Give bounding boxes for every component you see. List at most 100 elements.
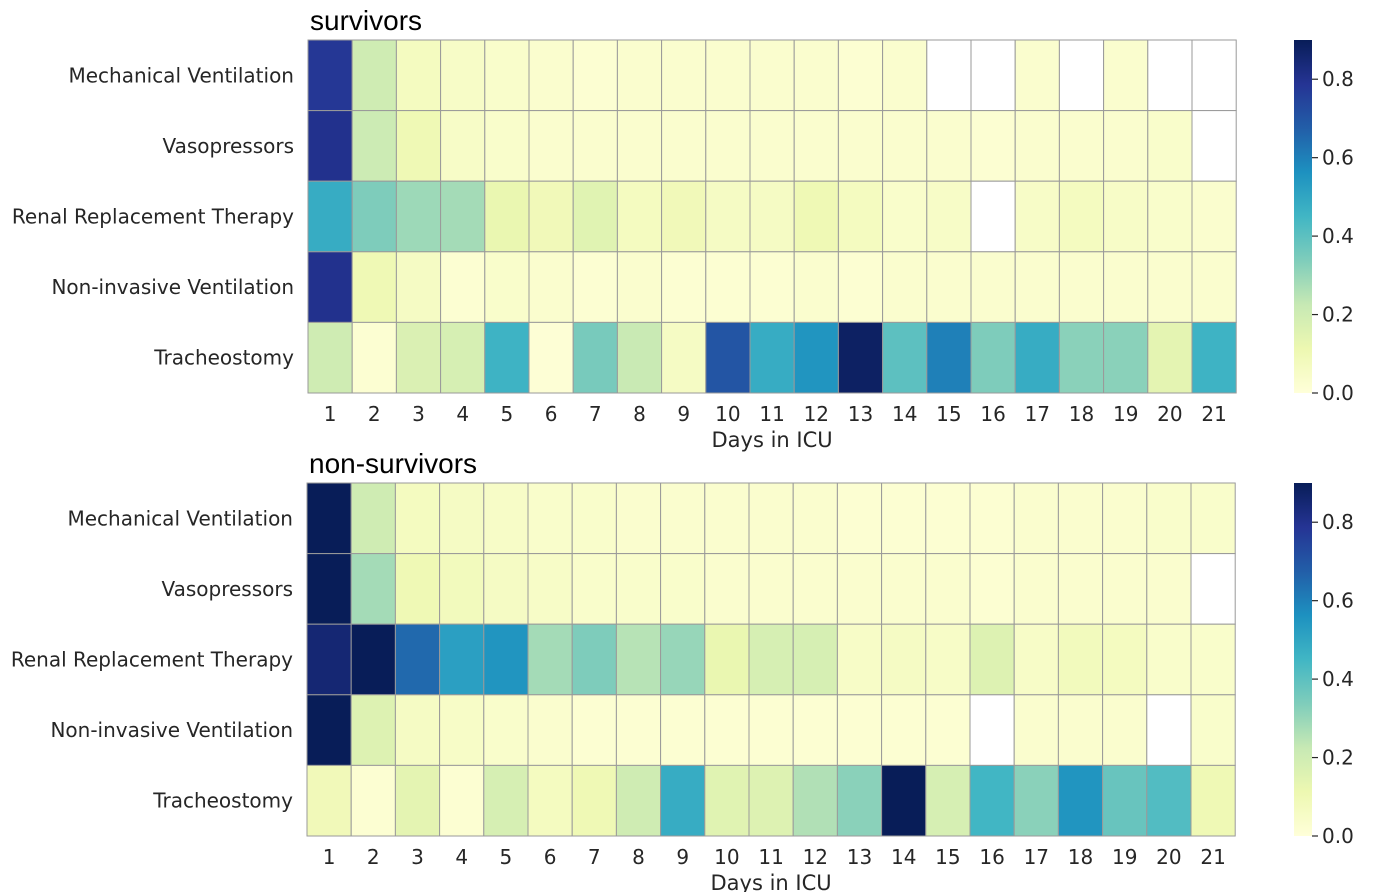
x-tick-label: 21 — [1201, 402, 1226, 426]
heatmap-cell — [661, 180, 707, 253]
heatmap-cell — [1013, 553, 1059, 625]
heatmap-cell — [350, 553, 396, 625]
heatmap-cell — [1190, 553, 1236, 625]
heatmap-cell — [528, 110, 574, 182]
row-label: Tracheostomy — [153, 346, 294, 370]
x-tick-label: 4 — [456, 402, 469, 426]
heatmap-cell — [395, 321, 442, 394]
heatmap-cell — [926, 180, 972, 253]
heatmap-cell — [351, 321, 397, 394]
colorbar-tick-label: 0.4 — [1322, 224, 1354, 248]
heatmap-cell — [792, 694, 838, 766]
heatmap-cell — [394, 553, 441, 625]
heatmap-cell — [792, 482, 838, 555]
colorbar — [1294, 483, 1312, 836]
colorbar-tick-label: 0.6 — [1322, 589, 1354, 613]
heatmap-cell — [705, 110, 751, 182]
heatmap-cell — [926, 321, 972, 394]
heatmap-cell — [1057, 623, 1104, 696]
heatmap-cell — [351, 251, 397, 323]
heatmap-cell — [616, 39, 663, 112]
x-tick-label: 12 — [803, 845, 828, 869]
x-tick-label: 21 — [1200, 845, 1225, 869]
heatmap-cell — [483, 553, 529, 625]
heatmap-cell — [705, 39, 751, 112]
heatmap-cell — [483, 482, 529, 555]
heatmap-cell — [882, 39, 928, 112]
heatmap-cell — [572, 180, 618, 253]
heatmap-cell — [970, 251, 1016, 323]
heatmap-cell — [660, 553, 706, 625]
heatmap-cell — [528, 321, 574, 394]
heatmap-cell — [440, 39, 486, 112]
heatmap-cell — [307, 110, 353, 182]
heatmap-cell — [660, 694, 706, 766]
heatmap-cell — [484, 180, 530, 253]
heatmap-cell — [394, 764, 441, 837]
heatmap-cell — [1146, 764, 1192, 837]
heatmap-cell — [793, 110, 839, 182]
row-label: Mechanical Ventilation — [68, 63, 294, 87]
heatmap-cell — [882, 251, 928, 323]
heatmap-cell — [439, 764, 485, 837]
heatmap-cell — [792, 764, 838, 837]
heatmap-cell — [306, 553, 352, 625]
heatmap-cell — [748, 553, 794, 625]
heatmap-cell — [748, 482, 794, 555]
heatmap-cell — [394, 623, 441, 696]
heatmap-cell — [1057, 553, 1104, 625]
heatmap-cell — [661, 39, 707, 112]
x-tick-label: 18 — [1068, 845, 1093, 869]
x-tick-label: 3 — [412, 402, 425, 426]
heatmap-cell — [1103, 180, 1149, 253]
heatmap-cell — [748, 764, 794, 837]
heatmap-cell — [615, 764, 662, 837]
x-tick-label: 15 — [935, 845, 960, 869]
heatmap-cell — [439, 482, 485, 555]
heatmap-cell — [1058, 110, 1105, 182]
heatmap-cell — [925, 623, 971, 696]
heatmap-cell — [616, 180, 663, 253]
heatmap-cell — [572, 110, 618, 182]
heatmap-cell — [350, 482, 396, 555]
heatmap-cell — [307, 321, 353, 394]
heatmap-cell — [970, 180, 1016, 253]
x-tick-label: 8 — [633, 402, 646, 426]
heatmap-cell — [925, 764, 971, 837]
heatmap-cell — [307, 180, 353, 253]
heatmap-cell — [661, 321, 707, 394]
heatmap-cell — [1058, 39, 1105, 112]
heatmap-cell — [837, 180, 884, 253]
colorbar-tick-label: 0.4 — [1322, 667, 1354, 691]
x-tick-label: 13 — [847, 845, 872, 869]
x-tick-label: 3 — [411, 845, 424, 869]
x-tick-label: 8 — [632, 845, 645, 869]
colorbar-tick-label: 0.6 — [1322, 146, 1354, 170]
x-tick-label: 12 — [804, 402, 829, 426]
x-tick-label: 11 — [758, 845, 783, 869]
heatmap-cell — [882, 110, 928, 182]
heatmap-cell — [527, 482, 573, 555]
heatmap-cell — [1102, 694, 1148, 766]
heatmap-cell — [484, 39, 530, 112]
heatmap-cell — [793, 180, 839, 253]
heatmap-cell — [1014, 39, 1060, 112]
heatmap-cell — [1102, 553, 1148, 625]
x-axis-label: Days in ICU — [712, 428, 833, 452]
x-axis-label: Days in ICU — [711, 871, 832, 892]
heatmap-cell — [439, 623, 485, 696]
heatmap-cell — [527, 694, 573, 766]
heatmap-cell — [704, 482, 750, 555]
heatmap-cell — [970, 110, 1016, 182]
heatmap-cell — [307, 251, 353, 323]
heatmap-cell — [1103, 251, 1149, 323]
chart-title: non-survivors — [309, 448, 477, 479]
heatmap-cell — [1147, 110, 1193, 182]
heatmap-cell — [395, 180, 442, 253]
heatmap-cell — [836, 553, 883, 625]
x-tick-label: 15 — [936, 402, 961, 426]
heatmap-cell — [1102, 623, 1148, 696]
heatmap-cell — [616, 251, 663, 323]
heatmap-cell — [792, 553, 838, 625]
